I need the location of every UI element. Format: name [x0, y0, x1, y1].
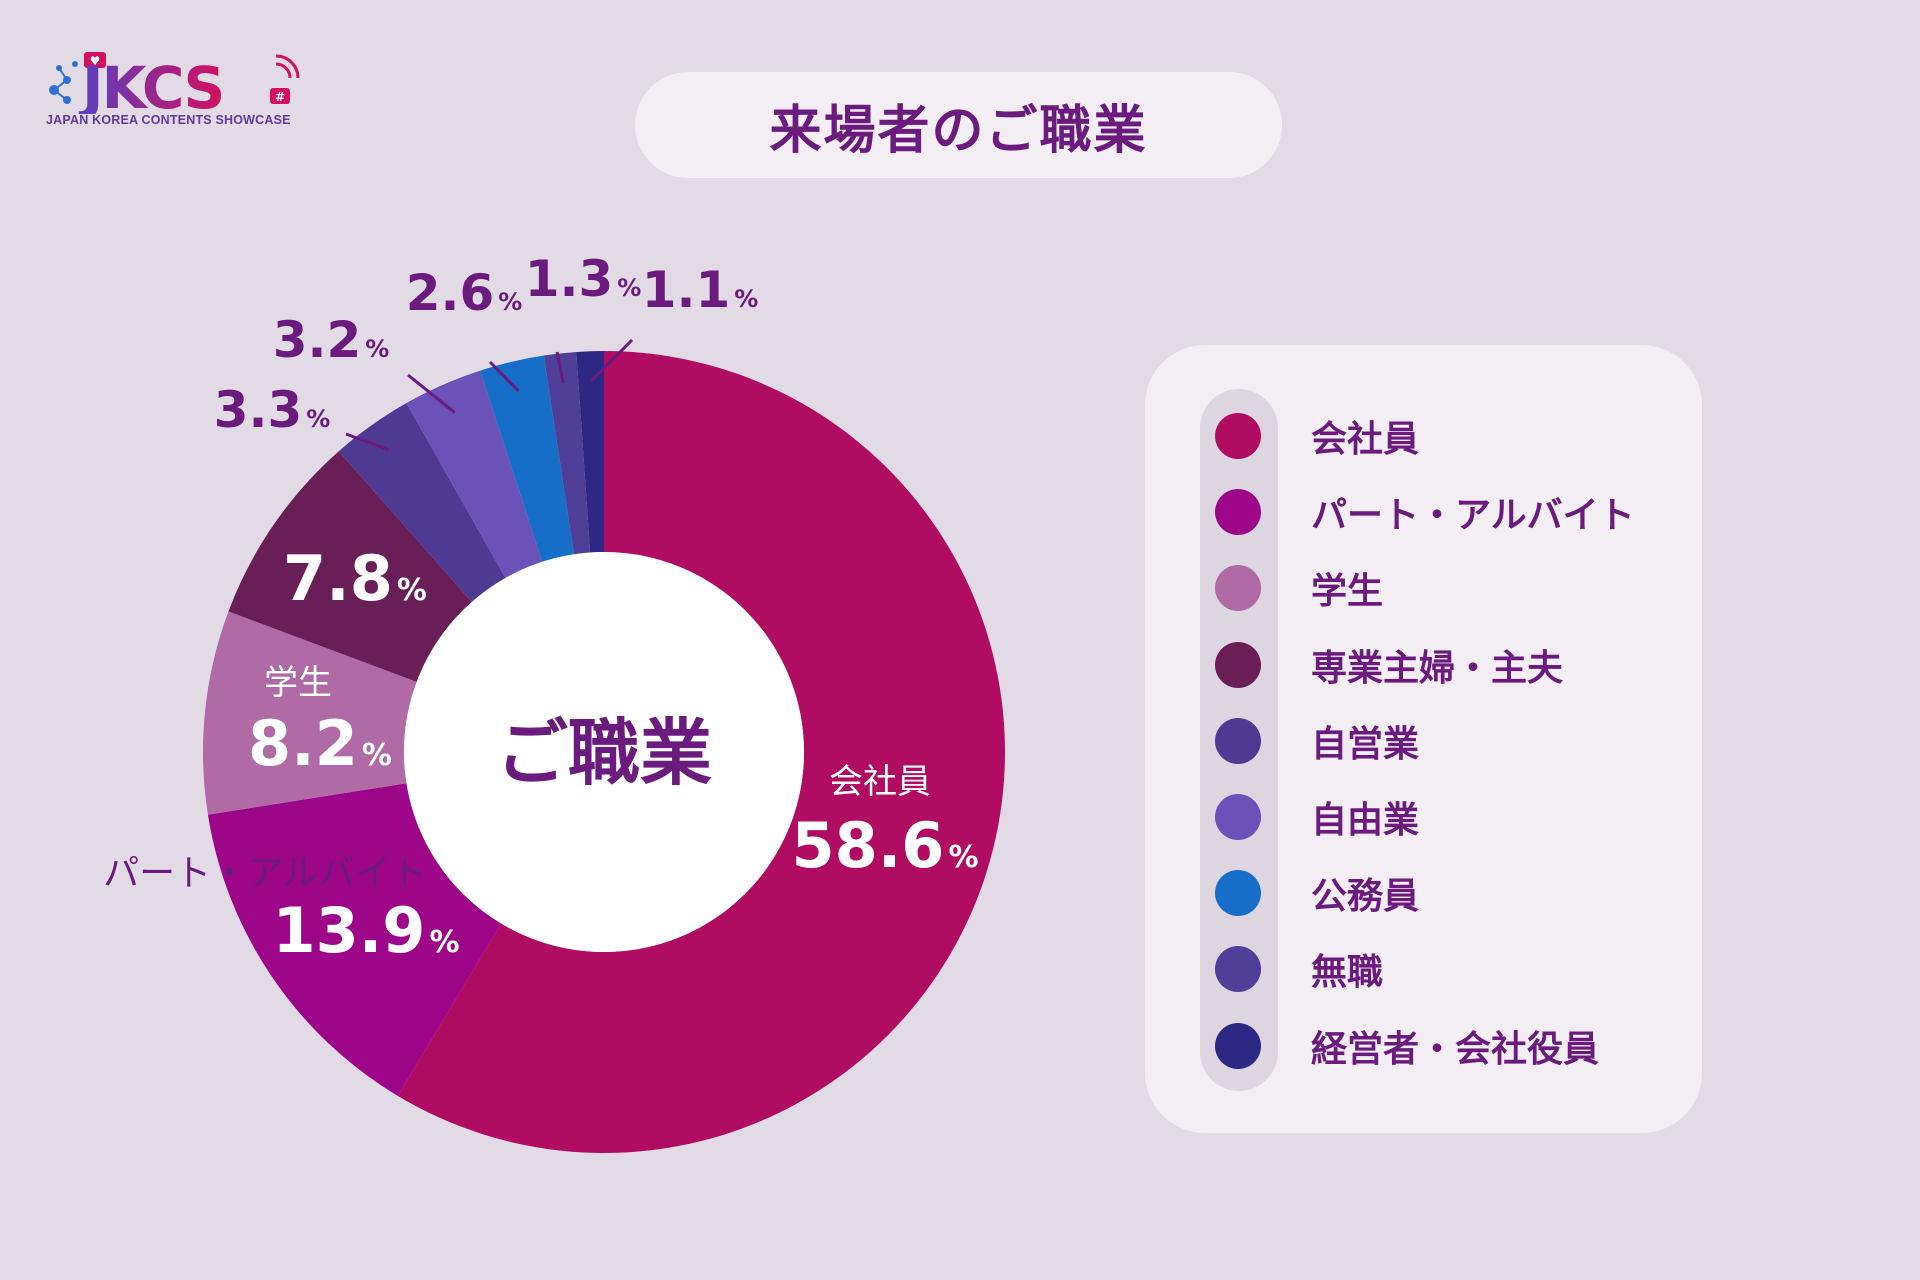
legend-label: 経営者・会社役員	[1311, 1028, 1600, 1070]
page-title: 来場者のご職業	[769, 100, 1148, 161]
legend-item: 自由業	[1215, 793, 1419, 841]
legend-swatch	[1215, 413, 1261, 459]
center-label: ご職業	[496, 711, 712, 795]
slice-0	[397, 351, 1006, 1153]
legend-swatch	[1215, 565, 1261, 612]
legend-item: 経営者・会社役員	[1215, 1022, 1599, 1070]
callout-value-4-unit: %	[306, 405, 330, 433]
legend-item: 公務員	[1215, 869, 1419, 917]
legend-label: 無職	[1311, 952, 1384, 994]
callout-value-7: 1.3%	[525, 250, 642, 308]
donut-center	[404, 552, 804, 952]
slice-value-2-unit: %	[362, 738, 392, 773]
legend-item: パート・アルバイト	[1215, 488, 1635, 536]
slice-8	[576, 351, 604, 553]
legend-label: 自由業	[1311, 800, 1420, 841]
callout-value-4: 3.3%	[214, 381, 331, 439]
callout-value-5: 3.2%	[273, 311, 390, 369]
slice-name-0: 会社員	[829, 762, 931, 802]
legend-swatch	[1215, 641, 1261, 688]
legend-label: 自営業	[1311, 723, 1420, 765]
slice-2	[203, 611, 417, 815]
logo-wordmark: JKCS	[78, 54, 223, 114]
slice-6	[480, 355, 574, 562]
logo-subtitle: JAPAN KOREA CONTENTS SHOWCASE	[46, 113, 291, 127]
jkcs-logo-icon: ♥ JKCS #	[49, 52, 300, 114]
svg-text:♥: ♥	[90, 54, 101, 68]
legend-label: 会社員	[1311, 419, 1420, 460]
callout-value-6: 2.6%	[406, 264, 523, 322]
slice-name-1: パート・アルバイト	[103, 853, 427, 894]
slice-3	[228, 451, 472, 682]
legend-swatch	[1215, 946, 1261, 993]
title-pill: 来場者のご職業	[635, 72, 1282, 178]
legend-swatch	[1215, 489, 1261, 536]
slice-1	[207, 783, 502, 1096]
slice-5	[406, 370, 543, 578]
legend-swatch	[1215, 1022, 1261, 1069]
legend-panel: 会社員パート・アルバイト 学生専業主婦・主夫 自営業自由業公務員無職経営者・会社役員	[1145, 345, 1702, 1133]
callout-value-8: 1.1%	[642, 261, 759, 319]
legend-item: 自営業	[1215, 717, 1419, 765]
callout-value-6-unit: %	[498, 288, 522, 316]
logo: ♥ JKCS # JAPAN KOREA CONTENTS SHOWCASE	[44, 50, 304, 134]
slice-4	[338, 403, 506, 602]
legend-swatch	[1215, 717, 1261, 764]
legend-label: 専業主婦・主夫	[1311, 647, 1564, 689]
legend-swatch	[1215, 870, 1261, 917]
callout-line-7	[555, 351, 565, 384]
slice-value-0-unit: %	[948, 840, 978, 875]
callout-line-8	[590, 338, 634, 383]
legend-label: 公務員	[1311, 876, 1420, 918]
callout-line-6	[488, 360, 520, 393]
slice-7	[543, 351, 591, 555]
legend-item: 会社員	[1215, 412, 1419, 460]
callout-line-4	[345, 432, 390, 452]
svg-text:#: #	[275, 90, 285, 104]
legend-item: 専業主婦・主夫	[1215, 641, 1563, 689]
slice-value-3-unit: %	[397, 573, 427, 608]
legend-label: 学生	[1311, 571, 1384, 613]
legend-item: 無職	[1215, 945, 1383, 993]
slice-name-2: 学生	[264, 663, 332, 703]
callout-line-5	[407, 373, 456, 414]
legend-swatch	[1215, 794, 1261, 840]
legend-label: パート・アルバイト	[1311, 495, 1635, 537]
legend-item: 学生	[1215, 564, 1383, 612]
callout-value-5-unit: %	[365, 335, 389, 363]
callout-value-7-unit: %	[617, 274, 641, 302]
callout-value-8-unit: %	[734, 285, 758, 313]
slice-value-1-unit: %	[429, 925, 459, 960]
